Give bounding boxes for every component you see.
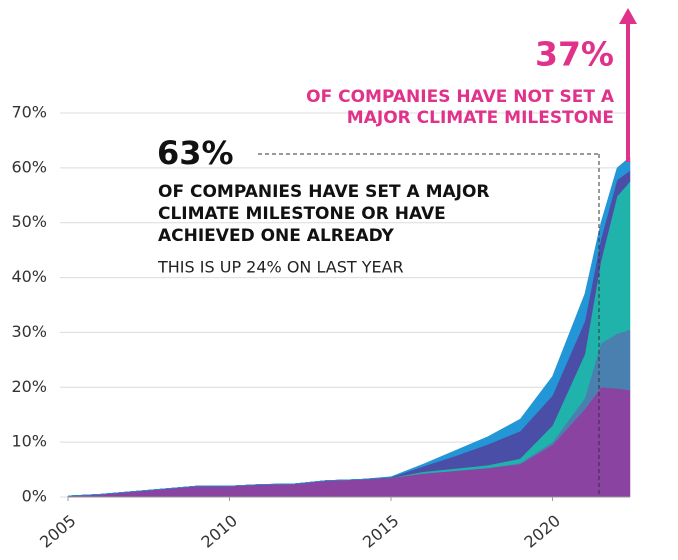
annotation-text: MAJOR CLIMATE MILESTONE	[347, 108, 614, 128]
area	[67, 156, 631, 497]
y-tick-label: 0%	[22, 487, 47, 506]
x-tick-label: 2020	[521, 511, 564, 552]
annotation-value: 37%	[535, 35, 614, 74]
y-tick-label: 40%	[11, 267, 47, 286]
y-tick-label: 20%	[11, 377, 47, 396]
x-tick-label: 2010	[198, 511, 241, 552]
x-tick-label: 2005	[36, 511, 79, 552]
y-tick-label: 50%	[11, 212, 47, 231]
y-tick-label: 60%	[11, 157, 47, 176]
annotation-text: CLIMATE MILESTONE OR HAVE	[158, 204, 446, 224]
annotation-value: 63%	[157, 134, 234, 172]
annotation-text: OF COMPANIES HAVE NOT SET A	[306, 87, 615, 107]
x-tick-label: 2015	[359, 511, 402, 552]
areas	[60, 112, 631, 498]
arrow-head	[619, 8, 637, 24]
annotation-text: OF COMPANIES HAVE SET A MAJOR	[158, 182, 490, 202]
y-tick-label: 10%	[11, 432, 47, 451]
y-tick-label: 70%	[11, 103, 47, 122]
annotation-text: ACHIEVED ONE ALREADY	[158, 226, 395, 246]
annotation-text: THIS IS UP 24% ON LAST YEAR	[157, 258, 404, 277]
y-tick-label: 30%	[11, 322, 47, 341]
